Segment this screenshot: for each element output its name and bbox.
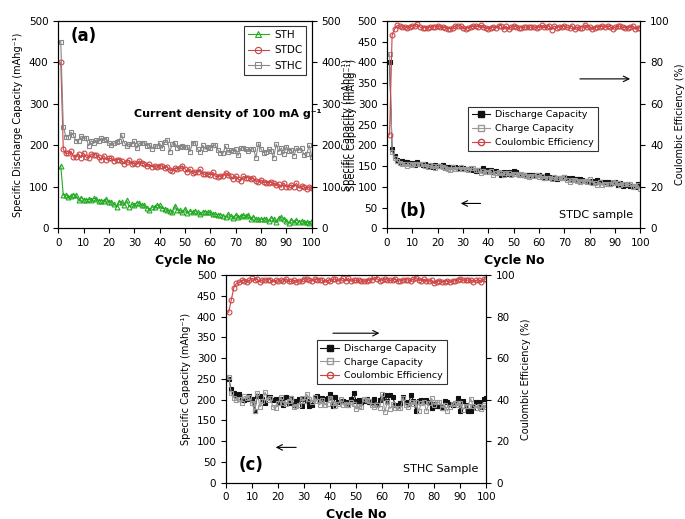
Y-axis label: Specific Discharge Capacity (mAhg⁻¹): Specific Discharge Capacity (mAhg⁻¹)	[13, 32, 23, 217]
Y-axis label: Coulombic Efficiency (%): Coulombic Efficiency (%)	[675, 64, 685, 185]
Legend: Discharge Capacity, Charge Capacity, Coulombic Efficiency: Discharge Capacity, Charge Capacity, Cou…	[468, 107, 598, 151]
Legend: STH, STDC, STHC: STH, STDC, STHC	[244, 26, 306, 75]
Y-axis label: Coulombic Efficiency (%): Coulombic Efficiency (%)	[521, 318, 532, 440]
Text: (c): (c)	[239, 456, 264, 474]
Legend: Discharge Capacity, Charge Capacity, Coulombic Efficiency: Discharge Capacity, Charge Capacity, Cou…	[316, 340, 447, 384]
Text: (a): (a)	[71, 27, 97, 45]
Text: (b): (b)	[399, 202, 427, 220]
Text: Current density of 100 mA g⁻¹: Current density of 100 mA g⁻¹	[134, 109, 322, 119]
X-axis label: Cycle No: Cycle No	[326, 508, 386, 519]
X-axis label: Cycle No: Cycle No	[155, 254, 215, 267]
Y-axis label: Specific Capacity (mAhg⁻¹): Specific Capacity (mAhg⁻¹)	[342, 59, 352, 190]
Y-axis label: Specific Capacity (mAhg⁻¹): Specific Capacity (mAhg⁻¹)	[181, 313, 191, 445]
Y-axis label: Specific Capacity (mAhg⁻¹): Specific Capacity (mAhg⁻¹)	[347, 59, 357, 190]
X-axis label: Cycle No: Cycle No	[484, 254, 544, 267]
Text: STHC Sample: STHC Sample	[403, 465, 479, 474]
Text: STDC sample: STDC sample	[559, 210, 633, 220]
